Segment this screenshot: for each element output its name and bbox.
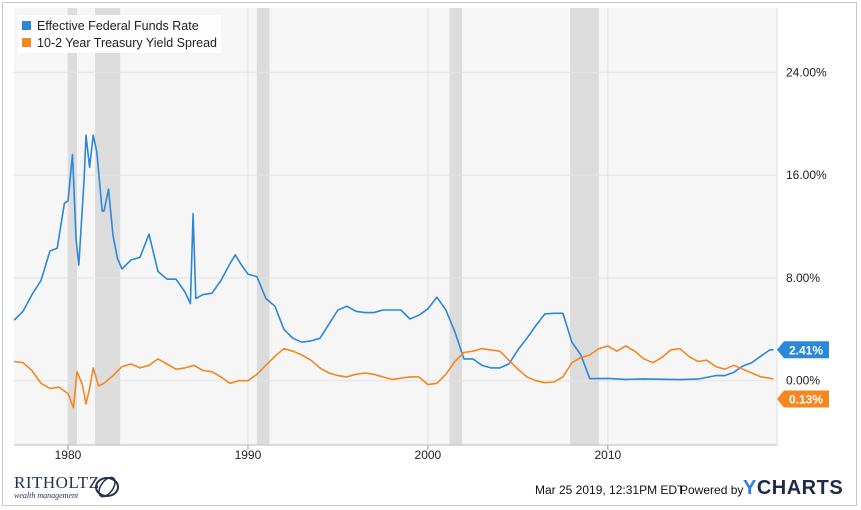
y-tick-label: 16.00% [786, 168, 827, 182]
legend-item-fed-funds[interactable]: Effective Federal Funds Rate [22, 17, 217, 34]
end-value-tag-1 [777, 390, 829, 408]
x-tick-label: 1980 [55, 448, 82, 462]
footer-timestamp: Mar 25 2019, 12:31PM EDT. [535, 483, 687, 497]
end-value-tag-0 [777, 341, 829, 359]
end-value-label-1: 0.13% [789, 393, 823, 407]
legend: Effective Federal Funds Rate 10-2 Year T… [18, 15, 221, 53]
logo-name: RITHOLTZ [14, 473, 100, 492]
y-tick-label: 8.00% [786, 271, 820, 285]
y-tick-label: 24.00% [786, 65, 827, 79]
end-value-label-0: 2.41% [789, 343, 823, 357]
x-tick-label: 2000 [415, 448, 442, 462]
recession-band-2 [256, 8, 270, 445]
ycharts-logo-rest: CHARTS [756, 477, 844, 499]
x-tick-label: 1990 [235, 448, 262, 462]
legend-label-yield-spread: 10-2 Year Treasury Yield Spread [37, 35, 217, 50]
x-tick-label: 2010 [594, 448, 621, 462]
y-tick-label: 0.00% [786, 374, 820, 388]
legend-label-fed-funds: Effective Federal Funds Rate [37, 18, 199, 33]
logo-subtitle: wealth management [14, 491, 79, 500]
recession-band-0 [67, 8, 77, 445]
legend-swatch-fed-funds [22, 21, 31, 30]
ycharts-logo-y: Y [743, 477, 757, 499]
series-line-1 [13, 345, 774, 409]
legend-swatch-yield-spread [22, 38, 31, 47]
recession-band-3 [449, 8, 463, 445]
legend-item-yield-spread[interactable]: 10-2 Year Treasury Yield Spread [22, 34, 217, 51]
series-line-0 [13, 134, 774, 381]
ritholtz-logo[interactable]: RITHOLTZ wealth management [10, 473, 130, 503]
plot-area [14, 8, 777, 445]
ycharts-logo[interactable]: YCHARTS [743, 477, 843, 500]
logo-mark-icon [95, 476, 119, 498]
recession-band-4 [570, 8, 599, 445]
powered-by-label: Powered by [680, 483, 744, 497]
